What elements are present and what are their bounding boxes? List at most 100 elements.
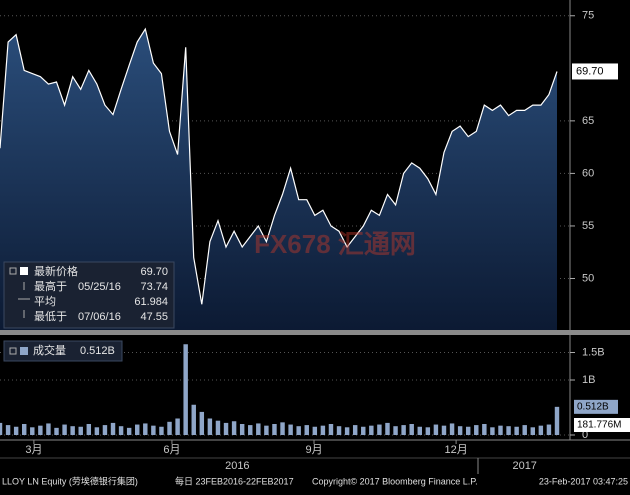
- volume-bar: [441, 425, 447, 435]
- legend-value: 73.74: [140, 281, 168, 293]
- volume-bar: [352, 425, 358, 435]
- volume-bar: [38, 425, 43, 435]
- legend-icon: [20, 347, 28, 355]
- volume-bar: [490, 427, 495, 435]
- x-tick-label: 12月: [444, 444, 467, 456]
- volume-bar: [385, 422, 390, 435]
- volume-bar: [522, 425, 527, 435]
- legend-box: [3, 340, 123, 362]
- legend-value: 47.55: [140, 311, 168, 323]
- volume-bar: [199, 411, 205, 435]
- y-tick-label: 60: [582, 167, 594, 179]
- volume-bar: [409, 424, 414, 435]
- volume-bar: [457, 426, 463, 435]
- legend-label: 平均: [34, 295, 56, 308]
- average-volume-box: [574, 418, 630, 433]
- year-label: 2016: [225, 460, 249, 472]
- x-tick-label: 9月: [305, 444, 322, 456]
- legend-icon: [9, 347, 17, 355]
- volume-bar: [554, 406, 560, 435]
- volume-bar: [46, 423, 51, 435]
- panel-divider: [0, 330, 630, 335]
- legend-value: 0.512B: [80, 345, 115, 357]
- legend-date: 07/06/16: [78, 311, 121, 323]
- volume-bar: [377, 424, 382, 435]
- volume-bar: [320, 425, 326, 435]
- volume-bar: [280, 422, 285, 435]
- y-tick-label: 50: [582, 272, 594, 284]
- volume-bar: [183, 344, 188, 435]
- y-tick-label: 1.5B: [582, 346, 605, 358]
- volume-bar: [215, 420, 221, 435]
- volume-bar: [264, 425, 269, 435]
- volume-bar: [151, 425, 156, 435]
- volume-bar: [474, 425, 479, 435]
- volume-bar: [514, 426, 519, 435]
- volume-bar: [110, 422, 116, 435]
- volume-bar: [102, 425, 108, 435]
- footer-copyright: Copyright© 2017 Bloomberg Finance L.P.: [312, 476, 478, 486]
- volume-bar: [296, 426, 301, 435]
- volume-bar: [304, 425, 309, 435]
- legend-icon: [9, 267, 17, 275]
- volume-bar: [482, 424, 487, 435]
- volume-bar: [498, 425, 503, 435]
- volume-bar: [78, 426, 83, 435]
- legend-date: 05/25/16: [78, 281, 121, 293]
- volume-bar: [248, 425, 253, 435]
- legend-value: 69.70: [140, 266, 168, 278]
- volume-bar: [256, 423, 261, 435]
- price-legend: [3, 261, 175, 329]
- volume-bar: [465, 426, 471, 435]
- y-tick-label: 65: [582, 115, 594, 127]
- y-tick-label: 1B: [582, 374, 595, 386]
- volume-bar: [159, 426, 164, 435]
- volume-bar: [5, 425, 11, 435]
- volume-bar: [401, 425, 406, 435]
- volume-bar: [336, 426, 342, 435]
- price-area: [0, 29, 557, 330]
- volume-bar: [167, 421, 172, 435]
- y-tick-label: 75: [582, 10, 594, 22]
- volume-bar: [126, 427, 132, 435]
- volume-bar: [231, 421, 237, 435]
- volume-bar: [538, 425, 544, 435]
- footer-ticker: LLOY LN Equity (劳埃德银行集团): [2, 475, 138, 486]
- volume-bar: [328, 424, 334, 435]
- volume-bar: [207, 418, 213, 435]
- legend-label: 最高于: [34, 279, 67, 293]
- legend-label: 最新价格: [34, 264, 78, 278]
- volume-bar: [0, 422, 3, 435]
- last-volume-label: 0.512B: [577, 401, 609, 412]
- volume-bar: [361, 426, 366, 435]
- y-tick-label: 55: [582, 220, 594, 232]
- watermark: FX678 汇通网: [254, 229, 416, 259]
- volume-bar: [369, 425, 374, 435]
- volume-bar: [449, 423, 455, 435]
- volume-bar: [70, 426, 75, 435]
- x-tick-label: 6月: [163, 444, 180, 456]
- volume-bar: [312, 426, 318, 435]
- volume-bar: [13, 426, 19, 435]
- volume-bar: [239, 424, 245, 435]
- volume-bar: [425, 427, 431, 435]
- volume-bar: [86, 424, 92, 435]
- volume-bar: [54, 427, 59, 435]
- last-volume-box: [574, 399, 618, 414]
- volume-bar: [118, 426, 124, 435]
- x-tick-label: 3月: [25, 444, 42, 456]
- legend-icon: [20, 267, 28, 275]
- volume-bar: [344, 427, 350, 435]
- volume-bar: [506, 426, 511, 435]
- volume-bar: [175, 418, 180, 435]
- volume-bar: [135, 424, 140, 435]
- volume-bar: [94, 427, 100, 435]
- y-tick-label: 0: [582, 429, 588, 441]
- last-price-label: 69.70: [576, 65, 604, 77]
- footer-period: 每日 23FEB2016-22FEB2017: [175, 475, 294, 486]
- volume-bar: [30, 427, 35, 435]
- footer-time: 23-Feb-2017 03:47:25: [539, 476, 628, 486]
- plot-area: [0, 15, 570, 436]
- average-volume-label: 181.776M: [577, 420, 621, 431]
- volume-bar: [143, 423, 148, 435]
